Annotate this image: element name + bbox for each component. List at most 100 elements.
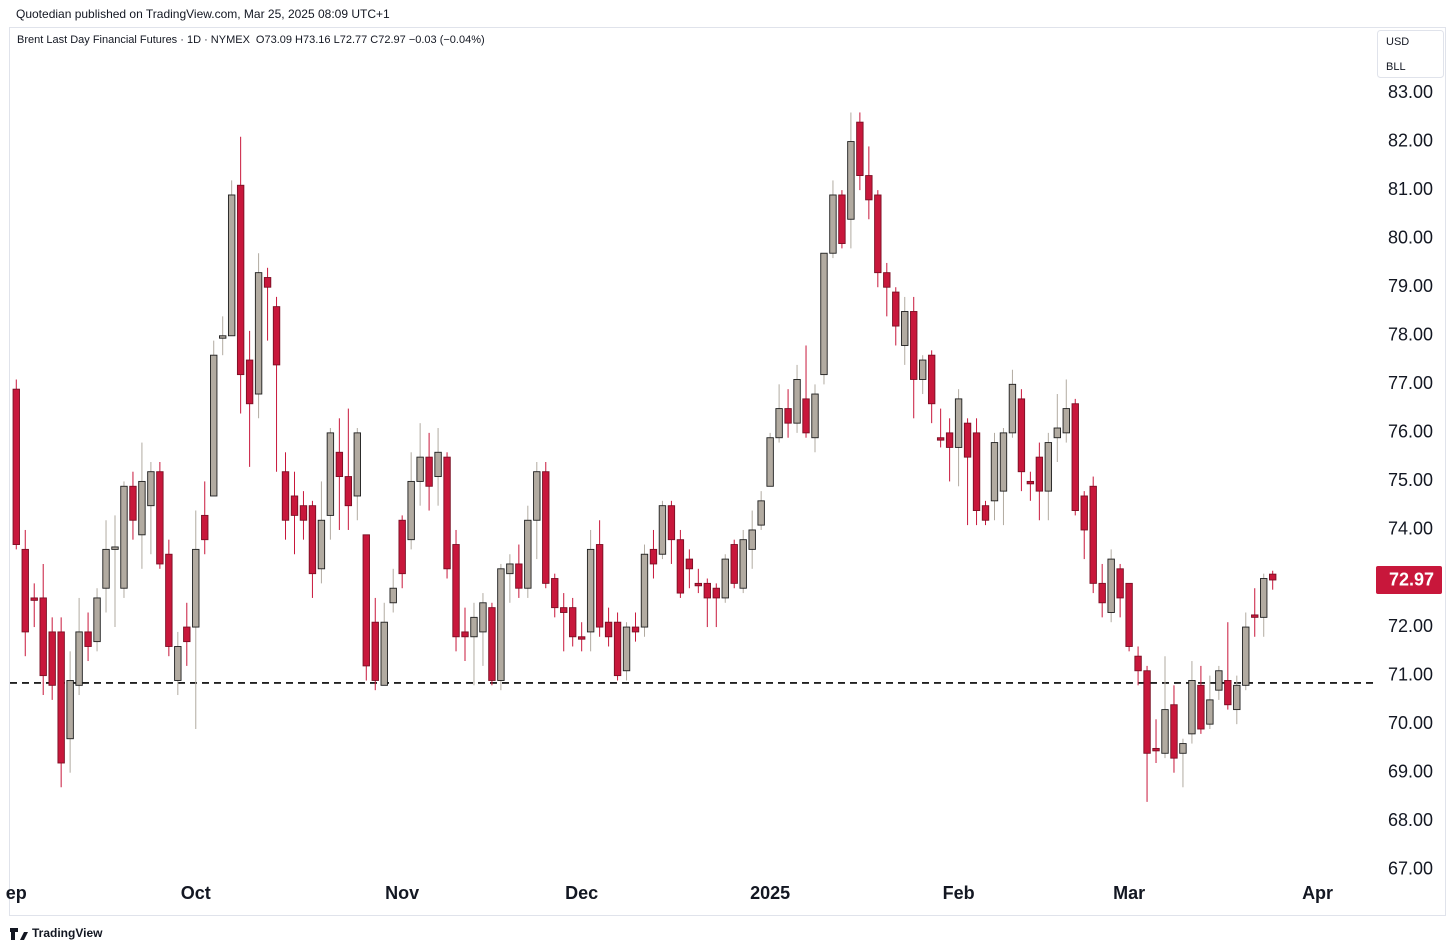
candle-body <box>48 631 56 686</box>
candle-body <box>30 597 38 601</box>
candle-body <box>1053 427 1061 439</box>
candle-body <box>865 175 873 201</box>
candle-body <box>272 306 281 366</box>
candle-body <box>524 519 532 589</box>
symbol-label: Brent Last Day Financial Futures · 1D · … <box>17 34 251 46</box>
candle-body <box>811 393 819 439</box>
candle-body <box>739 539 747 589</box>
candle-body <box>66 680 74 740</box>
candle-body <box>371 621 379 681</box>
candle-body <box>111 546 119 550</box>
candle-body <box>398 519 406 575</box>
ohlc-label: O73.09 H73.16 L72.77 C72.97 −0.03 (−0.04… <box>256 34 485 46</box>
candle-body <box>1188 680 1196 735</box>
candle-body <box>595 544 604 628</box>
plot-area <box>10 112 1375 802</box>
candle-body <box>569 607 577 638</box>
y-tick-label: 76.00 <box>1388 422 1433 442</box>
y-tick-label: 67.00 <box>1388 859 1433 879</box>
candle-body <box>147 471 155 507</box>
candle-body <box>622 626 631 672</box>
candle-body <box>1071 403 1079 511</box>
candle-body <box>676 539 685 594</box>
y-tick-label: 70.00 <box>1388 713 1433 733</box>
candle-body <box>263 277 272 288</box>
candle-body <box>488 607 496 681</box>
candle-body <box>515 563 523 589</box>
candle-body <box>1215 670 1223 691</box>
candle-body <box>129 485 137 521</box>
candle-body <box>1134 655 1142 672</box>
candle-body <box>174 646 182 681</box>
candle-body <box>1125 582 1133 647</box>
candle-body <box>344 476 353 507</box>
candle-body <box>102 548 110 589</box>
candle-body <box>586 548 595 633</box>
candle-body <box>1107 558 1115 613</box>
currency-label: USD <box>1386 36 1409 48</box>
candle-body <box>1251 614 1259 618</box>
candle-body <box>972 432 981 511</box>
x-tick-label: Mar <box>1113 883 1145 903</box>
candle-body <box>784 408 792 424</box>
candle-body <box>874 194 882 274</box>
candle-body <box>1161 709 1169 754</box>
candle-body <box>165 553 173 647</box>
y-tick-label: 75.00 <box>1388 470 1433 490</box>
candle-body <box>317 519 326 570</box>
candle-body <box>183 626 191 643</box>
y-tick-label: 69.00 <box>1388 761 1433 781</box>
candle-body <box>748 529 756 550</box>
candle-body <box>990 442 999 502</box>
x-tick-label: Apr <box>1302 883 1333 903</box>
candle-body <box>829 194 837 254</box>
candle-body <box>721 558 729 599</box>
candle-body <box>901 311 909 346</box>
candle-body <box>299 505 308 521</box>
candle-body <box>919 359 927 380</box>
y-tick-label: 72.00 <box>1388 616 1433 636</box>
candle-body <box>1224 680 1232 706</box>
chart-frame <box>9 27 1446 916</box>
candle-body <box>506 563 514 575</box>
y-tick-label: 81.00 <box>1388 179 1433 199</box>
candle-body <box>470 616 478 638</box>
candle-body <box>1170 704 1178 759</box>
candle-body <box>703 582 711 599</box>
candle-body <box>1044 442 1053 492</box>
currency-box[interactable] <box>1377 30 1444 78</box>
candle-body <box>21 548 29 633</box>
candle-body <box>245 359 254 405</box>
candle-body <box>999 432 1008 492</box>
candle-body <box>757 500 765 526</box>
y-tick-label: 83.00 <box>1388 82 1433 102</box>
y-tick-label: 77.00 <box>1388 373 1433 393</box>
candle-body <box>416 456 424 482</box>
y-tick-label: 74.00 <box>1388 519 1433 539</box>
candle-body <box>75 631 83 686</box>
candle-body <box>542 471 550 584</box>
candle-body <box>201 514 209 541</box>
candle-body <box>192 548 200 628</box>
unit-label: BLL <box>1386 61 1406 73</box>
candle-body <box>434 451 442 478</box>
x-tick-label: Nov <box>385 883 419 903</box>
y-tick-label: 71.00 <box>1388 664 1433 684</box>
candle-body <box>613 621 622 677</box>
candle-body <box>1269 573 1277 581</box>
candle-body <box>1179 743 1187 754</box>
candle-body <box>892 291 900 327</box>
candle-body <box>93 597 101 643</box>
y-tick-label: 82.00 <box>1388 130 1433 150</box>
candle-body <box>362 534 370 667</box>
candle-body <box>1116 568 1124 599</box>
footer-brand: TradingView <box>32 926 103 940</box>
candle-body <box>254 272 263 395</box>
x-tick-label: Dec <box>565 883 598 903</box>
candle-body <box>120 485 128 589</box>
candle-body <box>236 184 245 376</box>
candle-body <box>1062 408 1070 434</box>
candle-body <box>290 495 299 516</box>
last-price-badge <box>1376 565 1442 594</box>
candle-body <box>954 398 963 448</box>
